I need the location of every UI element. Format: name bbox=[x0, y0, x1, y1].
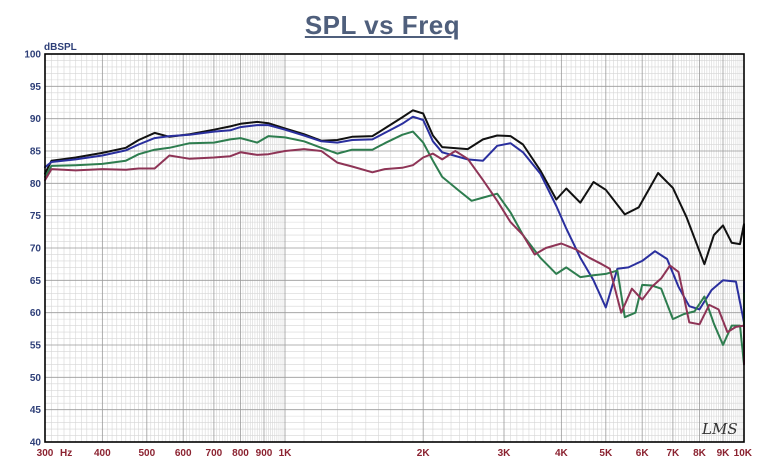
y-tick-label: 65 bbox=[30, 276, 42, 287]
x-tick-label: 9K bbox=[717, 448, 731, 459]
y-tick-label: 50 bbox=[30, 373, 42, 384]
x-tick-labels: 300 400 500 600 700 800 900 1K 2K 3K 4K 5K 6K 7K 8K 9K 1… bbox=[37, 448, 753, 459]
x-tick-label: 300 bbox=[37, 448, 54, 459]
y-tick-label: 80 bbox=[30, 179, 42, 190]
series-line-3 bbox=[44, 130, 745, 366]
series-line-4 bbox=[44, 148, 745, 366]
x-tick-label: 2K bbox=[417, 448, 431, 459]
y-tick-label: 45 bbox=[30, 405, 42, 416]
x-tick-label: 4K bbox=[555, 448, 569, 459]
x-tick-label: 900 bbox=[256, 448, 273, 459]
series-line-1 bbox=[44, 109, 745, 282]
y-tick-label: 70 bbox=[30, 244, 42, 255]
y-tick-label: 75 bbox=[30, 211, 42, 222]
x-tick-label: 400 bbox=[94, 448, 111, 459]
chart-title: SPL vs Freq bbox=[304, 10, 461, 40]
series-layer bbox=[44, 109, 745, 366]
x-tick-label: 6K bbox=[636, 448, 650, 459]
x-tick-label: 800 bbox=[232, 448, 249, 459]
y-tick-label: 40 bbox=[30, 438, 42, 449]
x-tick-label: 600 bbox=[175, 448, 192, 459]
x-tick-label: 1K bbox=[279, 448, 293, 459]
x-tick-label: 3K bbox=[498, 448, 512, 459]
x-tick-label: 500 bbox=[138, 448, 155, 459]
lms-watermark: LMS bbox=[701, 420, 738, 438]
hz-unit-label: Hz bbox=[60, 448, 72, 459]
y-tick-labels: 100 95 90 85 80 75 70 65 60 55 50 45 40 bbox=[24, 50, 41, 449]
x-tick-label: 8K bbox=[693, 448, 707, 459]
x-tick-label: 700 bbox=[206, 448, 223, 459]
y-tick-label: 100 bbox=[24, 50, 41, 61]
y-tick-label: 90 bbox=[30, 114, 42, 125]
plot-frame bbox=[44, 53, 745, 443]
x-tick-label: 10K bbox=[734, 448, 753, 459]
y-tick-label: 55 bbox=[30, 341, 42, 352]
y-axis-label: dBSPL bbox=[44, 42, 77, 53]
x-tick-label: 7K bbox=[667, 448, 681, 459]
y-tick-label: 60 bbox=[30, 308, 42, 319]
y-tick-label: 95 bbox=[30, 82, 42, 93]
y-tick-label: 85 bbox=[30, 147, 42, 158]
x-tick-label: 5K bbox=[599, 448, 613, 459]
